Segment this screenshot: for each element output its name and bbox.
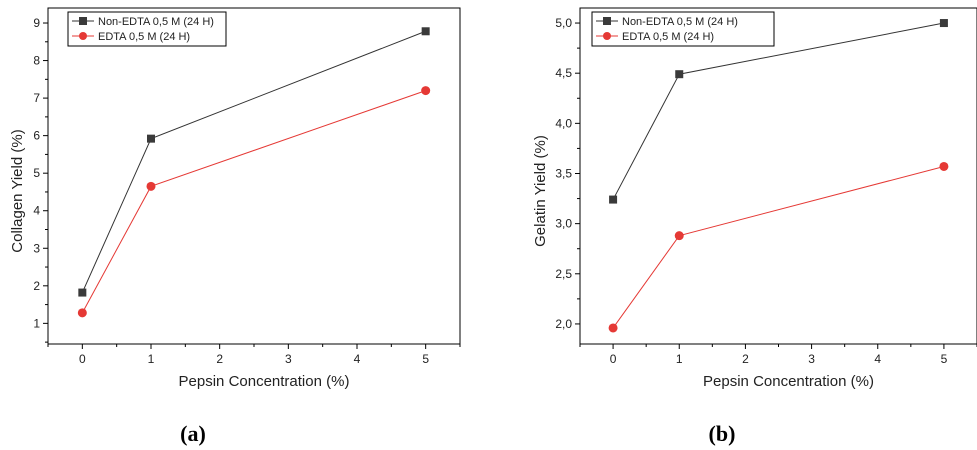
data-point (939, 161, 949, 171)
x-tick-label: 2 (216, 352, 223, 366)
data-point (608, 323, 618, 333)
y-tick-label: 7 (33, 91, 40, 105)
x-tick-label: 0 (610, 352, 617, 366)
figure-caption: (b) (709, 421, 736, 446)
y-tick-label: 3 (33, 241, 40, 255)
x-tick-label: 1 (676, 352, 683, 366)
data-point (146, 181, 156, 191)
series-line (612, 22, 945, 200)
data-point (939, 19, 948, 28)
x-tick-label: 3 (285, 352, 292, 366)
y-tick-label: 4,5 (555, 66, 572, 80)
series-line (612, 165, 945, 329)
legend-label: EDTA 0,5 M (24 H) (622, 31, 714, 43)
y-tick-label: 1 (33, 316, 40, 330)
y-tick-label: 6 (33, 129, 40, 143)
x-tick-label: 2 (742, 352, 749, 366)
data-point (77, 308, 87, 318)
y-tick-label: 5 (33, 166, 40, 180)
y-tick-label: 2 (33, 279, 40, 293)
y-tick-label: 9 (33, 16, 40, 30)
y-tick-label: 3,5 (555, 166, 572, 180)
chart-a: 0 1 2 3 4 5 1 2 3 4 5 6 7 8 9 Pepsin Concentration (%) C… (9, 7, 461, 446)
x-tick-label: 4 (354, 352, 361, 366)
plot-frame (47, 7, 461, 345)
y-tick-label: 2,5 (555, 267, 572, 281)
data-point (421, 86, 431, 96)
y-tick-label: 8 (33, 54, 40, 68)
x-tick-label: 4 (874, 352, 881, 366)
legend-marker (603, 17, 611, 25)
x-axis-label: Pepsin Concentration (%) (179, 373, 350, 390)
legend-marker (79, 17, 87, 25)
legend-marker (603, 32, 611, 40)
legend-label: Non-EDTA 0,5 M (24 H) (98, 16, 214, 28)
plot-frame (579, 7, 977, 345)
data-point (421, 27, 430, 36)
figure-caption: (a) (180, 421, 206, 446)
legend-marker (79, 32, 87, 40)
y-tick-label: 4,0 (555, 116, 572, 130)
x-tick-label: 0 (79, 352, 86, 366)
y-axis-label: Gelatin Yield (%) (532, 135, 549, 247)
legend-label: Non-EDTA 0,5 M (24 H) (622, 16, 738, 28)
legend-box (591, 11, 775, 47)
x-tick-label: 5 (422, 352, 429, 366)
x-tick-label: 5 (941, 352, 948, 366)
series-line (81, 90, 426, 314)
data-point (609, 195, 618, 204)
series-line (81, 30, 426, 293)
data-point (78, 288, 87, 297)
y-tick-label: 5,0 (555, 16, 572, 30)
y-tick-label: 3,0 (555, 217, 572, 231)
legend-box (67, 11, 227, 47)
data-point (675, 70, 684, 79)
data-point (674, 231, 684, 241)
y-tick-label: 4 (33, 204, 40, 218)
x-tick-label: 3 (808, 352, 815, 366)
data-point (147, 134, 155, 143)
y-axis-label: Collagen Yield (%) (9, 129, 26, 252)
y-tick-label: 2,0 (555, 317, 572, 331)
legend-label: EDTA 0,5 M (24 H) (98, 31, 190, 43)
x-axis-label: Pepsin Concentration (%) (703, 373, 874, 390)
chart-b: 0 1 2 3 4 5 2,0 2,5 3,0 3,5 4,0 4,5 5,0 Pepsin Concen… (532, 7, 977, 446)
x-tick-label: 1 (148, 352, 155, 366)
